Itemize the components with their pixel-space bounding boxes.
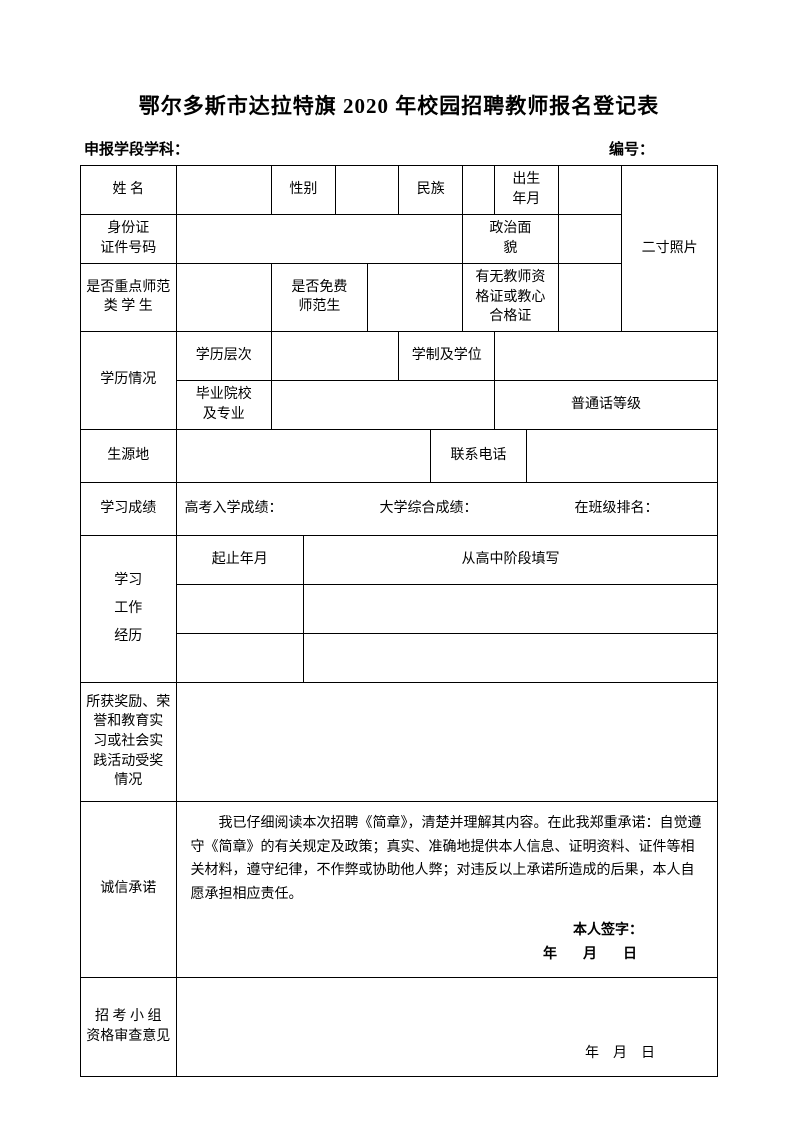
univscore-label: 大学综合成绩： <box>380 501 478 516</box>
field-phone[interactable] <box>526 429 717 482</box>
number-label: 编号： <box>609 138 714 159</box>
field-period-1[interactable] <box>176 584 303 633</box>
field-origin[interactable] <box>176 429 431 482</box>
field-gender[interactable] <box>335 166 399 215</box>
field-period-2[interactable] <box>176 633 303 682</box>
label-schoolsys: 学制及学位 <box>399 331 495 380</box>
commit-cell: 我已仔细阅读本次招聘《简章》，清楚并理解其内容。在此我郑重承诺：自觉遵守《简章》… <box>176 801 717 977</box>
label-political: 政治面貌 <box>463 215 559 264</box>
label-gradschool: 毕业院校及专业 <box>176 380 272 429</box>
label-ethnic: 民族 <box>399 166 463 215</box>
field-birth[interactable] <box>558 166 622 215</box>
label-keynormal: 是否重点师范类 学 生 <box>81 264 177 332</box>
label-idno: 身份证证件号码 <box>81 215 177 264</box>
field-edulevel[interactable] <box>272 331 399 380</box>
field-freenormal[interactable] <box>367 264 463 332</box>
page-title: 鄂尔多斯市达拉特旗 2020 年校园招聘教师报名登记表 <box>80 90 718 120</box>
registration-table: 姓 名 性别 民族 出生年月 二寸照片 身份证证件号码 政治面貌 是否重点师范类… <box>80 165 718 1077</box>
signature-date: 年 月 日 <box>191 943 703 967</box>
rank-label: 在班级排名： <box>575 501 659 516</box>
label-birth: 出生年月 <box>494 166 558 215</box>
label-freenormal: 是否免费师范生 <box>272 264 368 332</box>
field-exp-1[interactable] <box>303 584 717 633</box>
scores-cell[interactable]: 高考入学成绩： 大学综合成绩： 在班级排名： <box>176 482 717 535</box>
label-teachcert: 有无教师资格证或教心合格证 <box>463 264 559 332</box>
gaokao-label: 高考入学成绩： <box>185 501 283 516</box>
field-keynormal[interactable] <box>176 264 272 332</box>
subhead-row: 申报学段学科： 编号： <box>80 138 718 159</box>
field-ethnic[interactable] <box>463 166 495 215</box>
field-name[interactable] <box>176 166 272 215</box>
label-fromhs: 从高中阶段填写 <box>303 535 717 584</box>
label-review: 招 考 小 组资格审查意见 <box>81 977 177 1076</box>
label-period: 起止年月 <box>176 535 303 584</box>
label-name: 姓 名 <box>81 166 177 215</box>
field-awards[interactable] <box>176 682 717 801</box>
field-teachcert[interactable] <box>558 264 622 332</box>
field-gradschool[interactable] <box>272 380 495 429</box>
label-awards: 所获奖励、荣誉和教育实习或社会实践活动受奖情况 <box>81 682 177 801</box>
label-origin: 生源地 <box>81 429 177 482</box>
label-experience: 学习工作经历 <box>81 535 177 682</box>
review-date: 年 月 日 <box>179 1044 715 1064</box>
photo-cell: 二寸照片 <box>622 166 718 332</box>
label-phone: 联系电话 <box>431 429 527 482</box>
review-cell[interactable]: 年 月 日 <box>176 977 717 1076</box>
label-edulevel: 学历层次 <box>176 331 272 380</box>
field-idno[interactable] <box>176 215 463 264</box>
signature-label: 本人签字： <box>191 919 703 943</box>
field-political[interactable] <box>558 215 622 264</box>
field-schoolsys[interactable] <box>494 331 717 380</box>
label-edu: 学历情况 <box>81 331 177 429</box>
commit-text: 我已仔细阅读本次招聘《简章》，清楚并理解其内容。在此我郑重承诺：自觉遵守《简章》… <box>191 812 703 907</box>
label-scores: 学习成绩 <box>81 482 177 535</box>
label-gender: 性别 <box>272 166 336 215</box>
label-putonghua: 普通话等级 <box>494 380 717 429</box>
field-exp-2[interactable] <box>303 633 717 682</box>
label-commit: 诚信承诺 <box>81 801 177 977</box>
subject-label: 申报学段学科： <box>84 138 189 159</box>
